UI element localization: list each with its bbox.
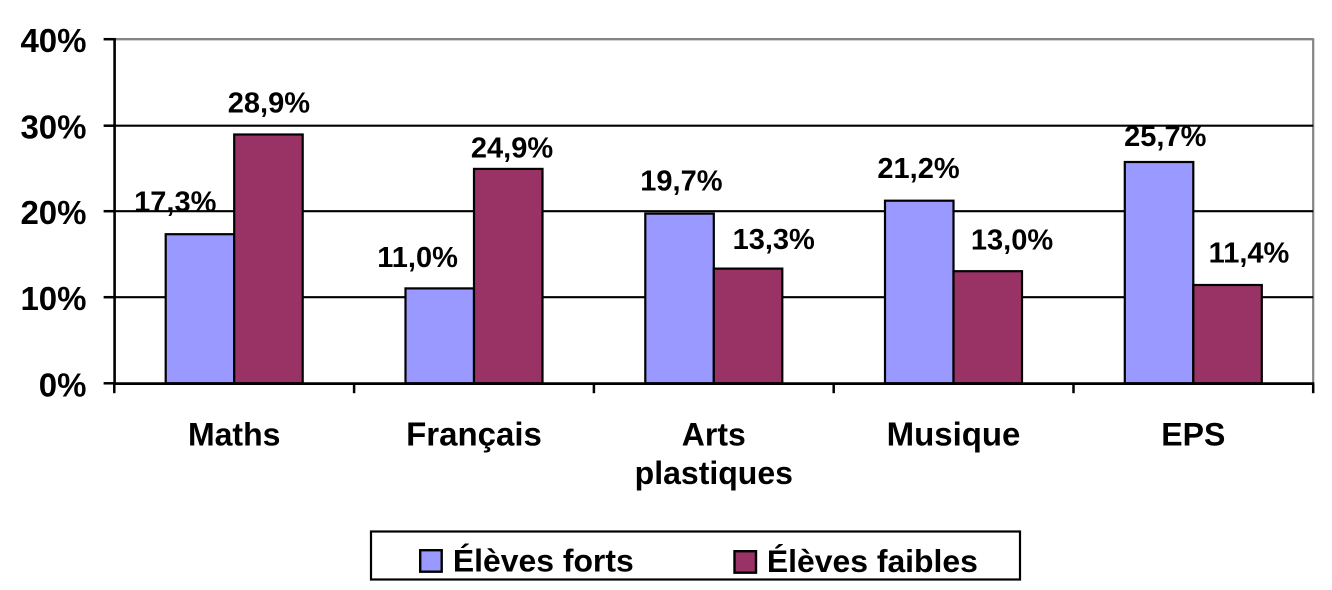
svg-text:0%: 0% — [39, 366, 87, 403]
svg-text:Élèves faibles: Élèves faibles — [767, 543, 978, 579]
svg-text:25,7%: 25,7% — [1124, 121, 1206, 153]
svg-text:24,9%: 24,9% — [471, 132, 553, 164]
svg-text:13,3%: 13,3% — [733, 224, 815, 256]
svg-text:Maths: Maths — [188, 417, 280, 453]
svg-text:11,4%: 11,4% — [1209, 238, 1290, 270]
svg-text:Musique: Musique — [887, 416, 1021, 453]
svg-text:EPS: EPS — [1161, 417, 1225, 453]
svg-text:28,9%: 28,9% — [228, 88, 310, 120]
svg-text:17,3%: 17,3% — [134, 186, 216, 218]
svg-text:Élèves forts: Élèves forts — [453, 543, 634, 579]
svg-text:10%: 10% — [20, 280, 86, 317]
svg-text:21,2%: 21,2% — [877, 153, 959, 185]
svg-text:plastiques: plastiques — [635, 455, 793, 491]
svg-text:13,0%: 13,0% — [971, 224, 1053, 256]
svg-text:11,0%: 11,0% — [377, 242, 458, 274]
svg-text:Français: Français — [406, 416, 542, 453]
svg-text:Arts: Arts — [682, 417, 746, 453]
svg-text:19,7%: 19,7% — [640, 166, 722, 198]
svg-text:30%: 30% — [20, 109, 86, 146]
svg-text:40%: 40% — [20, 22, 86, 59]
svg-text:20%: 20% — [20, 194, 86, 231]
